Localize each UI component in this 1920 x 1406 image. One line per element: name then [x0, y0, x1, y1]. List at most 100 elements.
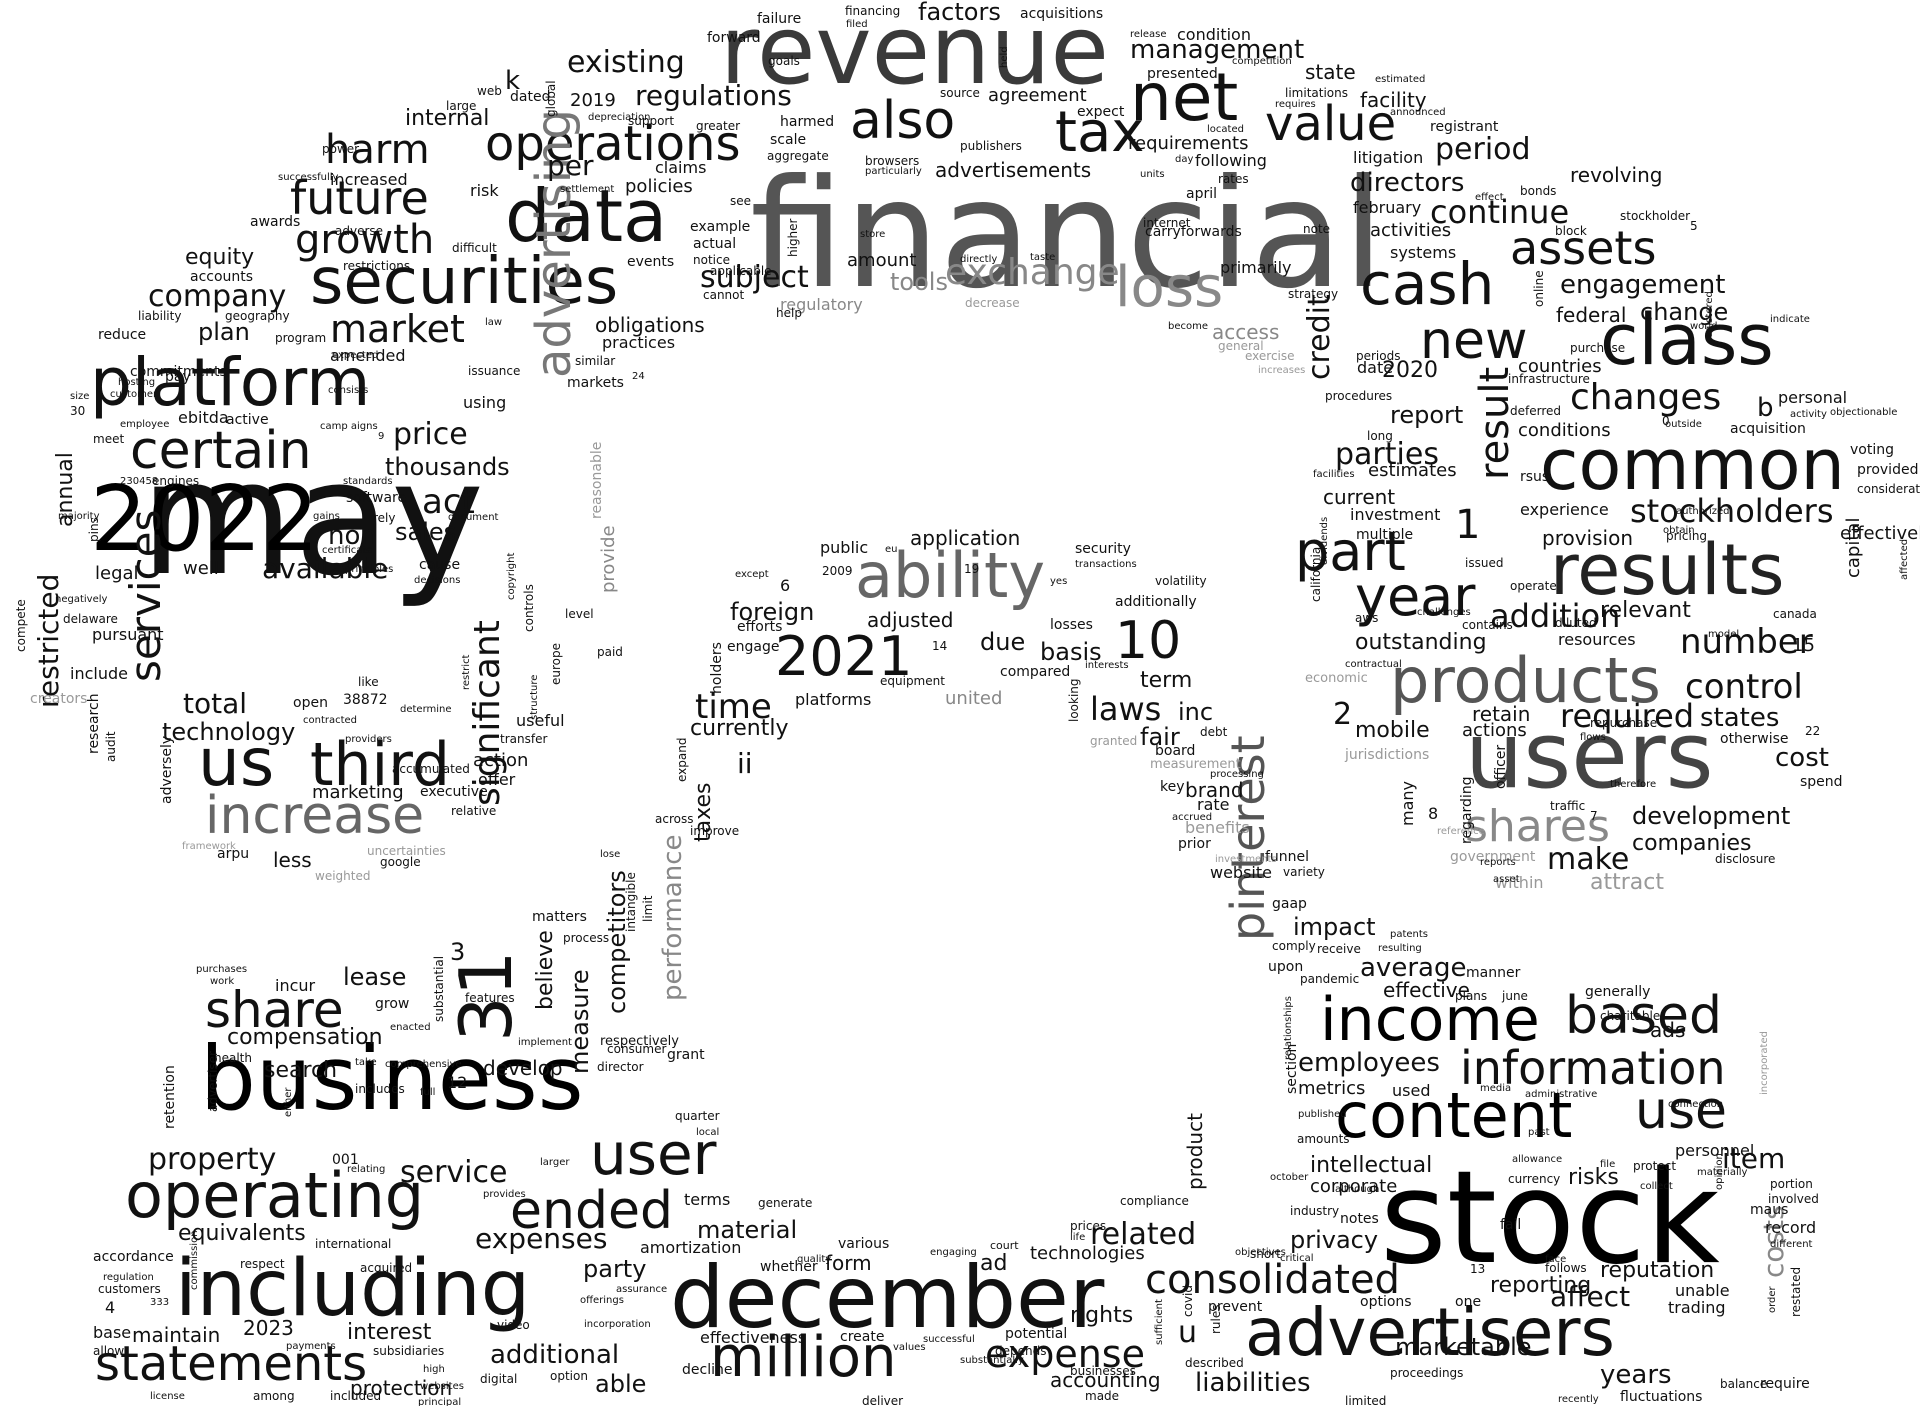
word: facilities: [1313, 469, 1355, 480]
word: executive: [420, 784, 488, 800]
word: level: [565, 607, 594, 621]
word: benefits: [1185, 818, 1250, 837]
word: compared: [1000, 664, 1071, 680]
word: looking: [1067, 678, 1081, 722]
word: maus: [1750, 1202, 1789, 1218]
word: included: [330, 1389, 382, 1403]
word: digital: [480, 1372, 518, 1386]
word: ii: [737, 747, 753, 780]
word: jurisdictions: [1345, 747, 1430, 763]
word: size: [70, 391, 90, 402]
word: substantially: [960, 1355, 1024, 1366]
word: k: [505, 66, 521, 96]
word: quarter: [675, 1109, 720, 1123]
word: relevant: [1600, 598, 1691, 623]
word: board: [1155, 743, 1196, 759]
word: amount: [847, 250, 917, 271]
word: flows: [1580, 732, 1606, 743]
word: laws: [1090, 690, 1162, 728]
word: publishers: [960, 139, 1022, 153]
word: 2020: [1382, 358, 1438, 383]
word: obligations: [595, 313, 705, 337]
word: pay: [165, 369, 191, 385]
word: incur: [275, 976, 316, 995]
word: liabilities: [1195, 1368, 1311, 1398]
word: trading: [1668, 1298, 1726, 1317]
word: fluctuations: [1620, 1389, 1703, 1405]
word: relating: [347, 1164, 386, 1175]
word: products: [1390, 644, 1661, 717]
word: use: [1635, 1081, 1728, 1141]
word: markets: [567, 375, 624, 391]
word: tools: [890, 268, 948, 296]
word: dated: [510, 89, 551, 105]
word: information: [1460, 1041, 1726, 1095]
word: aws: [1355, 611, 1379, 625]
word: estimates: [1368, 460, 1457, 481]
word: asset: [1493, 874, 1520, 885]
word: limit: [641, 895, 655, 922]
word: 24: [632, 371, 645, 382]
word: make: [1547, 842, 1630, 877]
word: 2009: [822, 564, 853, 578]
word: presented: [1147, 66, 1218, 82]
word: matters: [532, 909, 587, 925]
word: resources: [1558, 630, 1636, 649]
word: processing: [1210, 769, 1264, 780]
word: record: [1765, 1218, 1817, 1237]
word: registered: [1704, 291, 1715, 342]
word: stockholder: [1620, 209, 1691, 223]
word: business: [200, 1027, 584, 1130]
word: retention: [162, 1065, 178, 1129]
word: engage: [727, 639, 780, 655]
word: larger: [540, 1157, 570, 1168]
word: dividends: [1319, 516, 1330, 565]
word: accounting: [1050, 1368, 1161, 1392]
word: retain: [1472, 702, 1531, 726]
word: internal: [405, 106, 490, 131]
word: bonds: [1520, 184, 1557, 198]
word: measurement: [1150, 757, 1241, 772]
word: reputation: [1600, 1258, 1715, 1283]
word: relative: [451, 804, 497, 818]
word: filed: [846, 19, 868, 30]
word: affect: [1550, 1280, 1631, 1313]
word: 3: [450, 938, 466, 966]
word: help: [776, 306, 802, 320]
word: subsidiaries: [373, 1344, 445, 1358]
word: mobile: [1355, 718, 1430, 743]
word: rsus: [1520, 469, 1550, 485]
word: inc: [1178, 698, 1214, 726]
word: note: [1303, 222, 1331, 236]
word: content: [1335, 1079, 1573, 1152]
word: existing: [567, 45, 685, 80]
word: higher: [786, 218, 800, 257]
word: lease: [343, 963, 407, 991]
word: protect: [1633, 1159, 1677, 1173]
word: less: [273, 848, 312, 872]
word: contractual: [1345, 659, 1402, 670]
word: intellectual: [1310, 1153, 1433, 1178]
word: repurchase: [1590, 716, 1658, 730]
word: personnel: [1675, 1141, 1755, 1160]
word: plans: [1455, 989, 1488, 1003]
word: impact: [1293, 913, 1376, 941]
word: recently: [1558, 1394, 1599, 1405]
word: revenue: [720, 0, 1109, 106]
word: acquisition: [1730, 421, 1806, 437]
word: deferred: [1510, 404, 1561, 418]
word: audit: [104, 731, 118, 762]
word: offer: [478, 770, 516, 789]
word: law: [485, 317, 503, 328]
word: liability: [138, 309, 182, 323]
word: decrease: [965, 296, 1020, 310]
word: contains: [1462, 618, 1513, 632]
word: delaware: [63, 612, 118, 626]
word: statements: [95, 1336, 368, 1392]
word: report: [1390, 401, 1464, 429]
word: current: [1323, 485, 1396, 509]
word: notice: [693, 253, 730, 267]
word: factors: [918, 0, 1001, 26]
word: effectiveness: [700, 1328, 807, 1347]
word: expense: [985, 1332, 1145, 1376]
